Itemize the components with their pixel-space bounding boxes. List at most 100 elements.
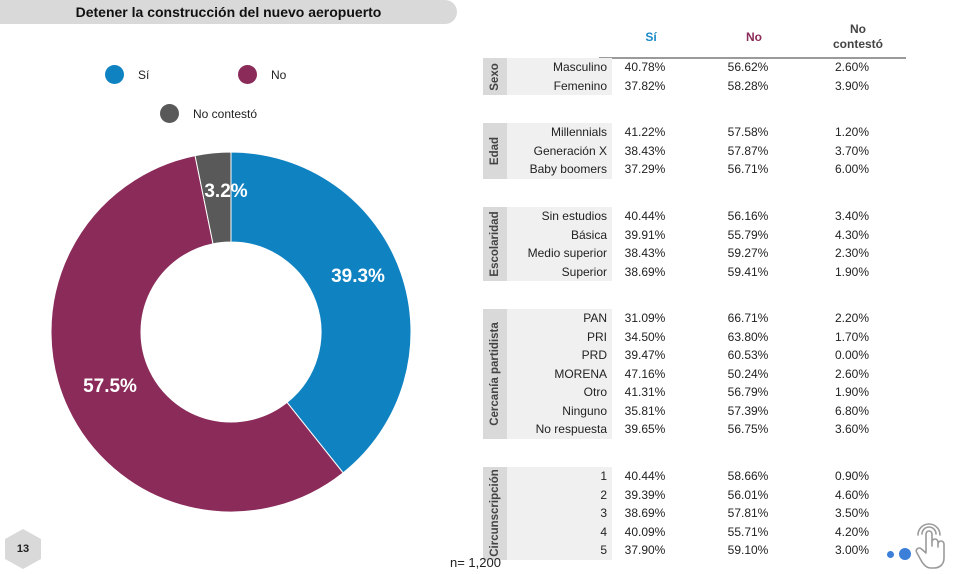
- cell-si: 38.43%: [624, 143, 666, 158]
- table-row: Otro 41.31% 56.79% 1.90%: [483, 383, 923, 402]
- cell-si: 40.44%: [624, 469, 666, 483]
- table-row: Ninguno 35.81% 57.39% 6.80%: [483, 402, 923, 421]
- cell-si: 41.22%: [624, 125, 666, 139]
- cell-no: 59.10%: [727, 543, 769, 557]
- group-label-panel: [507, 58, 612, 95]
- cell-no: 56.62%: [727, 60, 769, 74]
- donut-label-no: 57.5%: [83, 376, 137, 397]
- row-label: PRI: [586, 329, 607, 344]
- legend-swatch-no: [238, 65, 257, 84]
- row-label: Sin estudios: [541, 209, 607, 223]
- cell-no: 57.58%: [727, 125, 769, 139]
- group-tab: Sexo: [483, 58, 507, 95]
- table-row: 1 40.44% 58.66% 0.90%: [483, 467, 923, 486]
- group-label-panel: [507, 467, 612, 560]
- legend-swatch-no-contesto: [160, 104, 179, 123]
- cell-no: 56.71%: [727, 162, 769, 176]
- cell-si: 39.47%: [624, 348, 666, 362]
- group-label-panel: [507, 123, 612, 179]
- row-label: 3: [600, 506, 607, 520]
- cell-si: 37.90%: [624, 543, 666, 557]
- row-label: Millennials: [550, 125, 607, 139]
- donut-slice-no-contesto: [194, 151, 232, 245]
- cell-si: 40.09%: [624, 524, 666, 539]
- row-label: PRD: [581, 348, 607, 362]
- legend-label-no: No: [271, 67, 287, 82]
- cell-no-contesto: 1.20%: [834, 125, 870, 139]
- row-label: Medio superior: [527, 246, 607, 260]
- cell-no: 66.71%: [727, 311, 769, 325]
- cell-no: 56.01%: [727, 487, 769, 502]
- table-row: 4 40.09% 55.71% 4.20%: [483, 523, 923, 542]
- legend-swatch-si: [105, 65, 124, 84]
- legend-label-si: Sí: [138, 67, 150, 82]
- cell-no-contesto: 3.90%: [834, 78, 870, 93]
- cell-no: 56.75%: [727, 422, 769, 436]
- cell-no-contesto: 2.60%: [834, 60, 870, 74]
- group-tab: Edad: [483, 123, 507, 179]
- table-row: 3 38.69% 57.81% 3.50%: [483, 504, 923, 523]
- column-header-no-contesto: No contestó: [813, 22, 903, 52]
- donut-slice-no: [50, 155, 344, 513]
- cell-no-contesto: 0.90%: [834, 469, 870, 483]
- legend-item-no: No: [238, 65, 286, 84]
- pagination-dot-large[interactable]: [899, 548, 911, 560]
- cell-no: 58.28%: [727, 78, 769, 93]
- table-row: Superior 38.69% 59.41% 1.90%: [483, 263, 923, 282]
- cell-si: 35.81%: [624, 403, 666, 418]
- cell-no-contesto: 1.70%: [834, 329, 870, 344]
- page-title: Detener la construcción del nuevo aeropu…: [75, 4, 382, 20]
- table-row: Básica 39.91% 55.79% 4.30%: [483, 226, 923, 245]
- cell-no-contesto: 2.60%: [834, 366, 870, 381]
- cell-no: 59.41%: [727, 264, 769, 279]
- cell-no: 58.66%: [727, 469, 769, 483]
- pagination-dot-small[interactable]: [887, 551, 894, 558]
- table-row: Medio superior 38.43% 59.27% 2.30%: [483, 244, 923, 263]
- donut-chart: 39.3% 57.5% 3.2%: [50, 151, 412, 513]
- table-row: Baby boomers 37.29% 56.71% 6.00%: [483, 160, 923, 179]
- cell-si: 31.09%: [624, 311, 666, 325]
- table-row: Millennials 41.22% 57.58% 1.20%: [483, 123, 923, 142]
- cell-si: 37.82%: [624, 78, 666, 93]
- cell-si: 41.31%: [624, 385, 666, 399]
- cell-si: 39.91%: [624, 227, 666, 242]
- table-row: Masculino 40.78% 56.62% 2.60%: [483, 58, 923, 77]
- cell-no: 57.39%: [727, 403, 769, 418]
- cell-no-contesto: 4.20%: [834, 524, 870, 539]
- legend-label-no-contesto: No contestó: [193, 106, 258, 121]
- cell-no-contesto: 1.90%: [834, 264, 870, 279]
- row-label: No respuesta: [535, 422, 607, 436]
- cell-no-contesto: 3.70%: [834, 143, 870, 158]
- touch-hand-icon[interactable]: [913, 522, 949, 570]
- cell-no: 56.79%: [727, 385, 769, 399]
- table-row: No respuesta 39.65% 56.75% 3.60%: [483, 420, 923, 439]
- row-label: Otro: [583, 385, 607, 399]
- cell-no-contesto: 6.80%: [834, 403, 870, 418]
- cell-si: 39.65%: [624, 422, 666, 436]
- cell-no-contesto: 1.90%: [834, 385, 870, 399]
- cell-no: 57.81%: [727, 506, 769, 520]
- row-label: Básica: [570, 227, 607, 242]
- table-row: PRI 34.50% 63.80% 1.70%: [483, 328, 923, 347]
- sample-size: n= 1,200: [450, 555, 501, 570]
- cell-si: 39.39%: [624, 487, 666, 502]
- table-row: Sin estudios 40.44% 56.16% 3.40%: [483, 207, 923, 226]
- row-label: Masculino: [552, 60, 607, 74]
- cell-no-contesto: 4.60%: [834, 487, 870, 502]
- row-label: 2: [600, 487, 607, 502]
- cell-no-contesto: 6.00%: [834, 162, 870, 176]
- header-divider: [599, 57, 906, 59]
- cell-no-contesto: 2.30%: [834, 246, 870, 260]
- group-tab: Circunscripción: [483, 467, 507, 560]
- cell-si: 40.44%: [624, 209, 666, 223]
- cell-si: 34.50%: [624, 329, 666, 344]
- table-row: PAN 31.09% 66.71% 2.20%: [483, 309, 923, 328]
- page-number: 13: [16, 543, 30, 555]
- column-header-no-contesto-line2: contestó: [832, 37, 883, 51]
- cell-no: 56.16%: [727, 209, 769, 223]
- cell-si: 37.29%: [624, 162, 666, 176]
- cell-si: 38.69%: [624, 506, 666, 520]
- table-row: 5 37.90% 59.10% 3.00%: [483, 541, 923, 560]
- row-label: 1: [600, 469, 607, 483]
- donut-label-no-contesto: 3.2%: [204, 181, 247, 202]
